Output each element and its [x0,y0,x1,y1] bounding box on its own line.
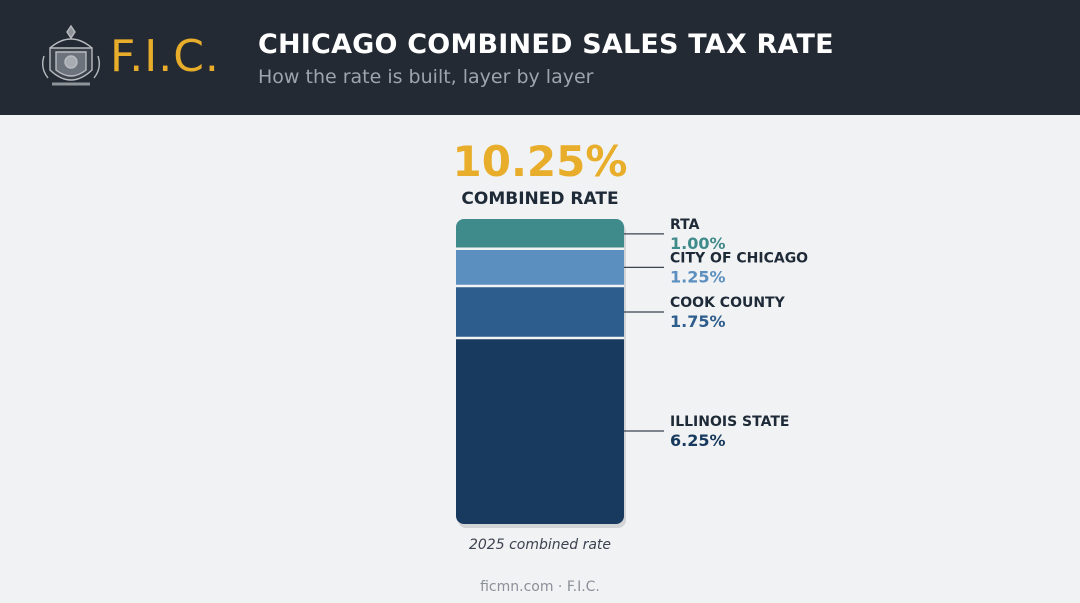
segment-value-illinois-state: 6.25% [670,431,726,450]
city-seal-icon [41,24,101,86]
page-subtitle: How the rate is built, layer by layer [258,66,594,88]
footer-credit: ficmn.com · F.I.C. [480,579,600,595]
bar-segments [456,219,624,524]
segment-value-rta: 1.00% [670,234,726,253]
bar-segment-rta [456,219,624,249]
header-bar: F.I.C. CHICAGO COMBINED SALES TAX RATE H… [0,0,1080,115]
segment-label-rta: RTA [670,217,700,233]
bar-segment-city-of-chicago [456,248,624,286]
combined-rate-value: 10.25% [452,137,628,186]
brand-logo-text: F.I.C. [110,31,220,82]
segment-label-illinois-state: ILLINOIS STATE [670,414,789,430]
segment-label-city-of-chicago: CITY OF CHICAGO [670,250,808,266]
segment-value-city-of-chicago: 1.25% [670,267,726,286]
bar-segment-illinois-state [456,338,624,524]
segment-value-cook-county: 1.75% [670,312,726,331]
page-title: CHICAGO COMBINED SALES TAX RATE [258,29,834,60]
chart-caption: 2025 combined rate [468,537,612,553]
segment-label-cook-county: COOK COUNTY [670,295,786,311]
combined-rate-label: COMBINED RATE [461,189,619,209]
bar-segment-cook-county [456,285,624,339]
